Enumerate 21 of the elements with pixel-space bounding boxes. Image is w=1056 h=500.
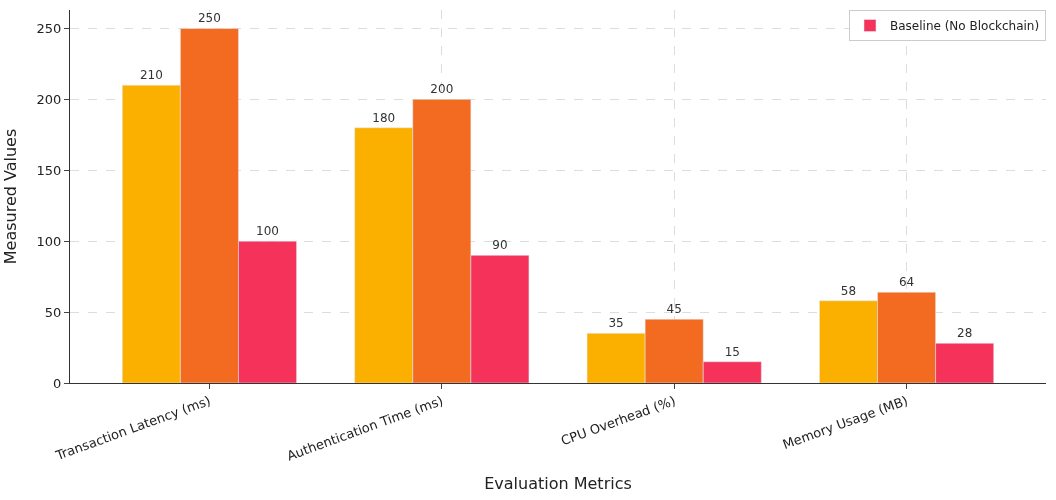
data-label: 250 <box>197 11 221 26</box>
data-label: 64 <box>898 275 915 290</box>
y-tick-label: 150 <box>36 162 62 178</box>
y-tick-label: 100 <box>36 233 62 249</box>
y-tick-label: 250 <box>36 20 62 36</box>
data-label: 200 <box>430 82 454 97</box>
data-label: 100 <box>256 224 279 239</box>
data-label: 15 <box>724 344 740 359</box>
x-axis-title: Evaluation Metrics <box>484 474 632 494</box>
data-label: 90 <box>492 238 508 253</box>
data-label: 58 <box>840 283 857 298</box>
data-label: 28 <box>957 326 973 341</box>
y-tick-label: 0 <box>53 375 62 391</box>
data-label: 180 <box>372 110 396 125</box>
y-axis-title: Measured Values <box>1 128 21 265</box>
legend-label: Baseline (No Blockchain) <box>890 19 1040 34</box>
y-tick-label: 200 <box>36 91 62 107</box>
data-label: 35 <box>608 316 624 331</box>
y-tick-label: 50 <box>44 304 62 320</box>
data-label: 45 <box>666 302 682 317</box>
data-label: 210 <box>139 68 163 83</box>
